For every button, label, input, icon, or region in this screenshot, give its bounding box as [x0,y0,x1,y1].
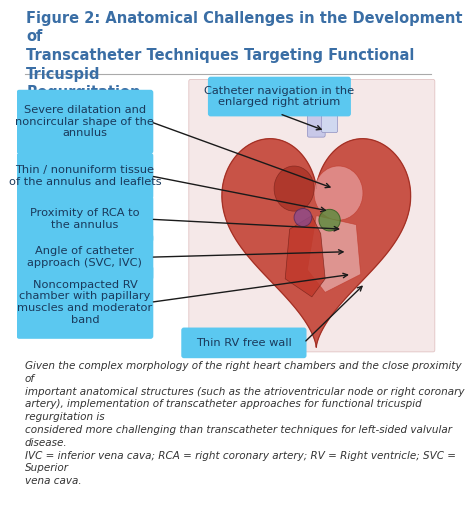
Text: Proximity of RCA to
the annulus: Proximity of RCA to the annulus [30,209,140,230]
Text: Severe dilatation and
noncircular shape of the
annulus: Severe dilatation and noncircular shape … [16,105,155,138]
Text: Figure 2: Anatomical Challenges in the Development of
Transcatheter Techniques T: Figure 2: Anatomical Challenges in the D… [26,11,463,100]
Text: Thin / nonuniform tissue
of the annulus and leaflets: Thin / nonuniform tissue of the annulus … [9,165,161,187]
Text: Thin RV free wall: Thin RV free wall [196,338,292,348]
Circle shape [294,209,312,227]
FancyBboxPatch shape [17,266,153,339]
FancyBboxPatch shape [308,88,325,137]
FancyBboxPatch shape [208,77,351,116]
Text: Given the complex morphology of the right heart chambers and the close proximity: Given the complex morphology of the righ… [25,361,464,486]
Text: Angle of catheter
approach (SVC, IVC): Angle of catheter approach (SVC, IVC) [27,246,142,268]
Ellipse shape [274,166,314,211]
Ellipse shape [314,166,363,220]
FancyBboxPatch shape [17,90,153,154]
FancyBboxPatch shape [17,196,153,242]
Polygon shape [222,139,410,347]
Circle shape [319,209,340,231]
FancyBboxPatch shape [189,79,435,352]
FancyBboxPatch shape [17,234,153,280]
Text: Noncompacted RV
chamber with papillary
muscles and moderator
band: Noncompacted RV chamber with papillary m… [17,280,153,325]
Text: Catheter navigation in the
enlarged right atrium: Catheter navigation in the enlarged righ… [204,86,355,107]
FancyBboxPatch shape [181,327,307,358]
Polygon shape [308,216,361,292]
FancyBboxPatch shape [17,153,153,199]
Polygon shape [285,216,325,297]
FancyBboxPatch shape [321,93,337,133]
